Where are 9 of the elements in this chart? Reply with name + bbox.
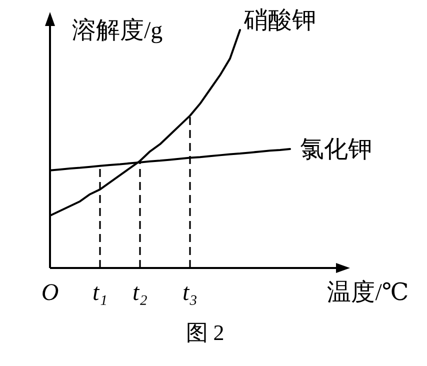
x-tick-label: O xyxy=(41,280,59,306)
y-axis-title: 溶解度/g xyxy=(72,17,163,44)
caption: 图 2 xyxy=(186,320,224,345)
x-tick-label: t₁ xyxy=(92,280,108,306)
series-label: 硝酸钾 xyxy=(243,8,316,34)
x-axis-title: 温度/℃ xyxy=(327,279,409,306)
x-tick-label: t₃ xyxy=(182,280,198,306)
x-tick-label: t₂ xyxy=(132,280,148,306)
series-label: 氯化钾 xyxy=(300,137,372,163)
